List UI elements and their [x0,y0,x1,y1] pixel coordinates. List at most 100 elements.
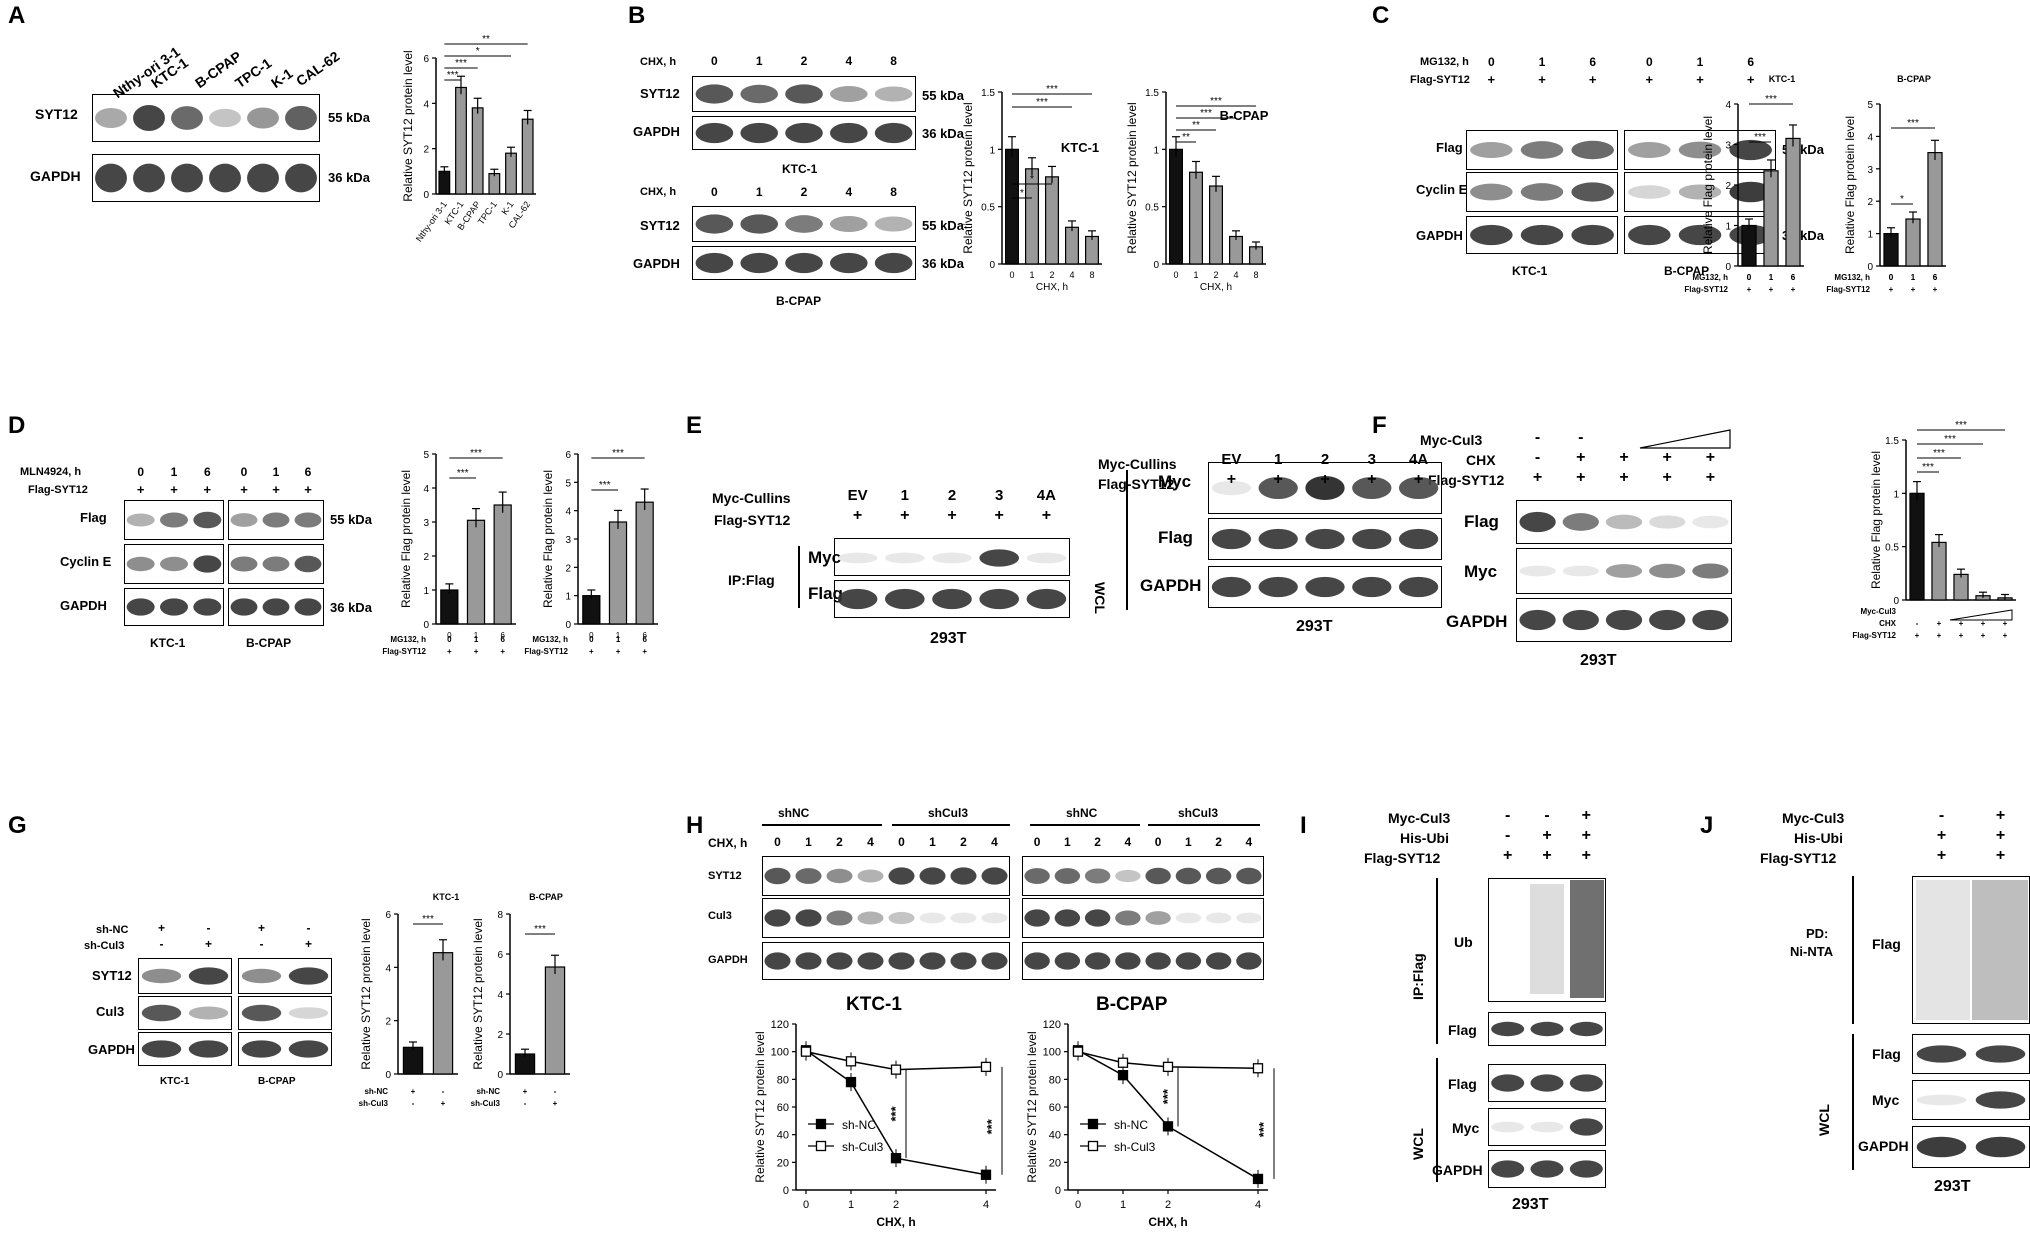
h-ktc1-sig-2: *** [984,1118,999,1134]
a-row-syt12: SYT12 [35,106,78,122]
panel-letter-e: E [686,412,703,439]
G-KTC-1-ytick-label: 4 [385,963,391,974]
h-ktc1-xtick-label: 2 [893,1199,899,1211]
d-time-1-0: 0 [137,465,144,479]
D-KTC-1-cat: 6 [500,631,505,640]
g-r2a-1: + [205,937,212,951]
c-cell-bcpap: B-CPAP [1664,264,1710,278]
d-blot-3 [124,588,224,626]
f-wedge [1639,429,1731,449]
f-r3-2: + [1619,469,1628,486]
h-ktc1-ytick-label: 100 [771,1047,789,1059]
D-KTC-1-ytick-label: 3 [423,518,429,529]
f-cond-label0: Myc-Cul3 [1860,607,1896,616]
h-bcpap-series-0 [1077,1049,1259,1180]
c-time-2-1: 1 [1697,55,1704,69]
h-time-2-0: 0 [1034,835,1041,849]
h-cond: CHX, h [708,836,748,850]
f-row-mycul3: Myc-Cul3 [1420,432,1483,448]
h-ktc1-point-1 [980,1061,992,1073]
B-KTC-1-sig: *** [1046,84,1058,95]
e-blot-ip-flag [834,580,1070,618]
C-KTC-1-cat: 1 [1769,273,1774,282]
d-cond: MLN4924, h [20,466,82,478]
i-wcl-label: WCL [1410,1128,1426,1160]
h-blot-6 [1022,942,1264,980]
D-B-CPAP-sig: *** [612,448,624,459]
D-KTC-1-sig: *** [470,448,482,459]
d-blot-5 [228,544,324,584]
i-blot-flag-ip-label: Flag [1448,1022,1477,1038]
A-cat: K-1 [499,199,515,216]
b-cell-bcpap: B-CPAP [776,294,822,308]
F-ytick-label: 1 [1893,489,1899,500]
D-B-CPAP-ytick-label: 0 [565,620,571,631]
a-blot-gapdh [92,154,320,202]
B-B-CPAP-bar [1248,246,1263,265]
g1-cond-label0: sh-NC [364,1087,388,1096]
j-blot-flag-pd [1912,876,2030,1024]
d-row-flag: Flag [80,510,107,525]
a-row-gapdh: GAPDH [30,168,81,184]
h-ktc1-point-1 [800,1046,812,1057]
i-blot-flag-ip [1488,1012,1606,1046]
C-B-CPAP-ytick-label: 2 [1867,197,1873,208]
D-B-CPAP-bar [608,521,628,625]
g-cell-ktc1: KTC-1 [160,1076,190,1087]
G-B-CPAP-bar [514,1053,536,1075]
b-time-bot-3: 4 [845,185,852,199]
A-sig: * [476,46,480,57]
d-plus-1-0: + [137,482,145,497]
b-blot-3 [692,206,916,242]
g-row-shcul3: sh-Cul3 [84,940,125,952]
c1-cond-r0-2: 6 [1791,273,1796,282]
i-r1-0: - [1505,807,1510,824]
f-cond-label1: CHX [1879,619,1897,628]
h-bcpap-ytick-label: 20 [1049,1157,1061,1169]
C-B-CPAP-sig: * [1900,194,1904,205]
h-ktc1-sig-1: *** [888,1105,903,1121]
h-bcpap-point-0 [1072,1045,1084,1056]
d-plus-1-2: + [204,482,212,497]
f-r2-3: + [1663,449,1672,466]
g-r1a-0: + [158,921,165,935]
b-time-bot-0: 0 [711,185,718,199]
e-lane-ip-1: 1 [901,487,909,504]
g2-cond-r1-1: + [553,1099,558,1108]
h-bcpap-point-1 [1072,1046,1084,1057]
d-time-1-1: 1 [171,465,178,479]
G-KTC-1-sig: *** [422,914,434,925]
f-cond-r1-2: + [1959,619,1964,628]
b-time-top-1: 1 [756,54,763,68]
F-sig: *** [1944,434,1956,445]
g1-cond-r0-1: - [442,1087,445,1096]
f-row-chx: CHX [1466,452,1496,468]
i-blot-gapdh [1488,1150,1606,1188]
j-pd-bracket [1852,876,1854,1024]
panel-letter-b: B [628,2,646,29]
D-KTC-1-bar [466,519,486,625]
c2-cond-r0-0: 0 [1889,273,1894,282]
e-blot-wcl-flag [1208,518,1442,560]
F-ylabel: Relative Flag protein level [1869,451,1883,589]
c-flag-label: Flag-SYT12 [1410,74,1470,86]
C-KTC-1-ytick-label: 4 [1725,100,1731,111]
h-group-line-3 [1030,824,1140,826]
c-time-2-0: 0 [1646,55,1653,69]
h-bcpap-ylabel: Relative SYT12 protein level [1025,1031,1039,1182]
g1-cond-r0-0: + [411,1087,416,1096]
C-B-CPAP-bar [1883,233,1899,267]
b-time-bot-1: 1 [756,185,763,199]
h-group-shnc-2: shNC [1066,806,1098,820]
F-sig: *** [1955,420,1967,431]
d1-cond-r1-0: + [447,647,452,656]
j-blot-myc [1912,1080,2030,1120]
F-bar [1931,541,1947,601]
h-ktc1-ytick-label: 80 [777,1074,789,1086]
g-blot-1 [138,958,232,994]
d-plus-2-0: + [240,482,248,497]
i-r2-0: - [1505,827,1510,844]
B-KTC-1-bar [1064,226,1079,265]
h-bcpap-xtick-label: 0 [1075,1199,1081,1211]
B-KTC-1-bar [1024,168,1039,265]
